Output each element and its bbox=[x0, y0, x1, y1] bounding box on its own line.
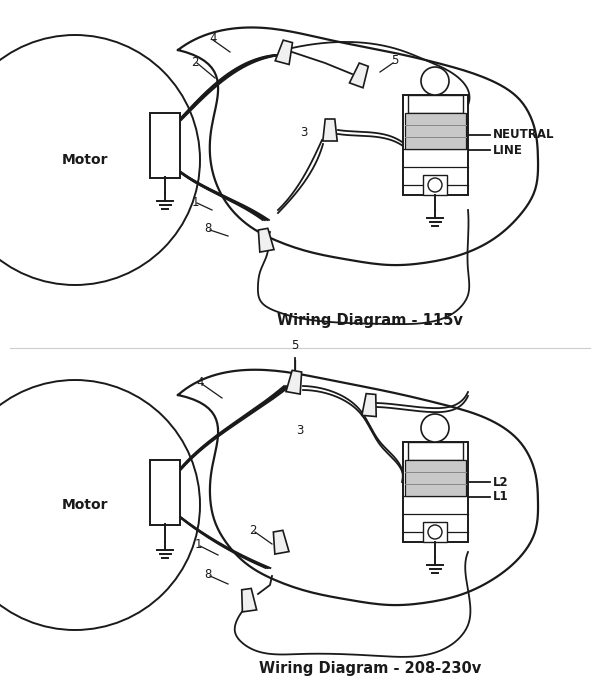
Bar bbox=[403, 442, 467, 542]
Bar bbox=[407, 95, 463, 113]
Bar bbox=[423, 175, 447, 195]
Text: 4: 4 bbox=[196, 375, 204, 389]
Polygon shape bbox=[274, 531, 289, 554]
Text: 1: 1 bbox=[194, 538, 202, 552]
Text: Motor: Motor bbox=[62, 498, 108, 512]
Bar bbox=[423, 522, 447, 542]
Circle shape bbox=[428, 525, 442, 539]
Circle shape bbox=[0, 35, 200, 285]
Text: 3: 3 bbox=[301, 125, 308, 139]
Bar bbox=[403, 95, 467, 195]
Text: 1: 1 bbox=[191, 195, 199, 209]
Text: 4: 4 bbox=[209, 32, 217, 45]
Polygon shape bbox=[286, 370, 302, 394]
Text: Wiring Diagram - 208-230v: Wiring Diagram - 208-230v bbox=[259, 661, 481, 676]
Text: LINE: LINE bbox=[493, 144, 523, 157]
Circle shape bbox=[421, 67, 449, 95]
Circle shape bbox=[421, 414, 449, 442]
Bar bbox=[407, 442, 463, 460]
Bar bbox=[150, 113, 180, 178]
Text: NEUTRAL: NEUTRAL bbox=[493, 129, 554, 141]
Text: 2: 2 bbox=[191, 55, 199, 69]
Text: Motor: Motor bbox=[62, 153, 108, 167]
Circle shape bbox=[0, 380, 200, 630]
Text: L2: L2 bbox=[493, 475, 509, 489]
Text: 5: 5 bbox=[292, 339, 299, 352]
Polygon shape bbox=[362, 393, 376, 416]
Polygon shape bbox=[349, 63, 368, 88]
Text: 5: 5 bbox=[391, 53, 398, 66]
Bar bbox=[404, 113, 466, 149]
Bar bbox=[404, 460, 466, 496]
Text: L1: L1 bbox=[493, 491, 509, 503]
Polygon shape bbox=[259, 228, 274, 252]
Bar bbox=[150, 459, 180, 524]
Polygon shape bbox=[275, 40, 292, 64]
Text: 3: 3 bbox=[296, 424, 304, 437]
Circle shape bbox=[428, 178, 442, 192]
Text: 2: 2 bbox=[249, 524, 257, 536]
Polygon shape bbox=[323, 119, 337, 141]
Text: 8: 8 bbox=[205, 568, 212, 580]
Polygon shape bbox=[242, 589, 257, 612]
Text: 8: 8 bbox=[205, 221, 212, 234]
Text: Wiring Diagram - 115v: Wiring Diagram - 115v bbox=[277, 312, 463, 328]
